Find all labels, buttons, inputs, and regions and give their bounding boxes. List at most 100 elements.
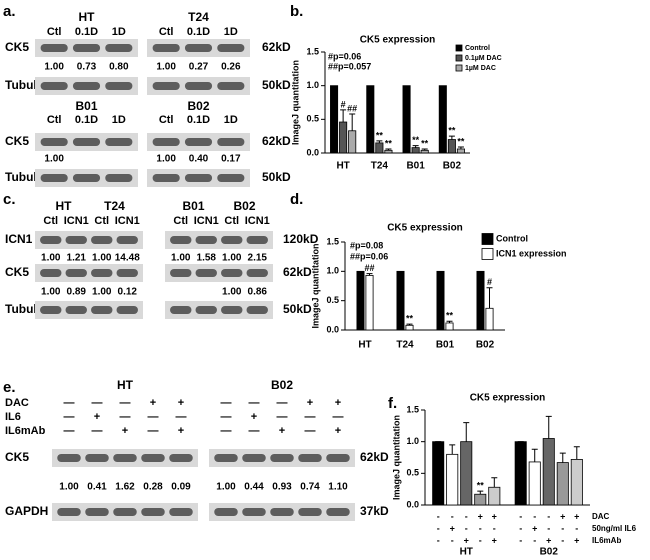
band <box>91 269 113 277</box>
quant-label: 1.10 <box>328 482 348 493</box>
treatment-sign: + <box>94 411 100 423</box>
treatment-sign: — <box>305 425 316 437</box>
lane-label: 0.1D <box>75 114 98 126</box>
bar <box>348 130 357 154</box>
band <box>246 306 268 314</box>
band <box>184 174 213 182</box>
significance: ## <box>347 103 357 113</box>
treatment-sign: — <box>148 411 159 423</box>
quant-label: 0.86 <box>248 287 268 298</box>
quant-label: 0.40 <box>189 154 209 165</box>
band <box>169 454 193 462</box>
band <box>72 82 101 90</box>
y-tick-label: 1.0 <box>406 436 419 446</box>
quant-label: 0.44 <box>244 482 264 493</box>
error-bar <box>349 113 356 131</box>
bar <box>542 438 555 506</box>
treatment-sign: — <box>120 411 131 423</box>
row-label: CK5 <box>5 450 29 464</box>
quant-label: 0.09 <box>171 482 191 493</box>
bar <box>456 148 465 154</box>
band <box>65 269 87 277</box>
lane-label: Ctl <box>94 215 109 227</box>
condition-sign: - <box>451 511 454 521</box>
size-label: 62kD <box>262 134 291 148</box>
blot-title: B02 <box>233 199 255 213</box>
bar <box>405 324 414 331</box>
condition-label: IL6mAb <box>592 536 621 545</box>
chart-title: CK5 expression <box>387 223 463 234</box>
panel-label: a. <box>3 3 16 20</box>
quant-label: 0.26 <box>221 62 241 73</box>
lane-label: 1D <box>112 26 126 38</box>
quant-label: 1.00 <box>156 62 176 73</box>
band <box>40 82 68 90</box>
lane-label: Ctl <box>47 26 62 38</box>
treatment-sign: — <box>221 425 232 437</box>
error-bar <box>477 490 484 495</box>
quant-label: 0.17 <box>221 154 241 165</box>
treatment-sign: + <box>251 411 257 423</box>
band <box>40 306 62 314</box>
condition-sign: - <box>519 535 522 545</box>
band <box>113 454 137 462</box>
lane-label: Ctl <box>159 26 174 38</box>
lane-label: ICN1 <box>115 215 140 227</box>
lane-label: 1D <box>112 114 126 126</box>
band <box>184 44 213 52</box>
lane-label: 0.1D <box>187 26 210 38</box>
significance: ** <box>477 480 485 490</box>
condition-sign: - <box>561 523 564 533</box>
treatment-label: DAC <box>5 397 29 409</box>
legend-label: Control <box>496 233 528 243</box>
bar <box>474 493 487 506</box>
condition-sign: - <box>519 523 522 533</box>
bar <box>365 275 374 331</box>
quant-label: 1.00 <box>44 154 64 165</box>
lane-label: Ctl <box>224 215 239 227</box>
band <box>57 454 81 462</box>
legend-label: 1µM DAC <box>465 65 496 72</box>
band <box>242 454 266 462</box>
condition-sign: - <box>561 535 564 545</box>
band <box>217 138 245 146</box>
error-bar <box>463 422 470 442</box>
row-label: CK5 <box>5 265 29 279</box>
bar <box>514 441 527 506</box>
lane-label: 0.1D <box>187 114 210 126</box>
significance: ** <box>406 314 414 324</box>
band <box>242 508 266 516</box>
annotation: ##p=0.057 <box>328 61 371 71</box>
band <box>40 138 68 146</box>
treatment-sign: — <box>120 397 131 409</box>
treatment-sign: + <box>150 397 156 409</box>
significance: ** <box>448 126 456 136</box>
error-bar <box>340 109 347 123</box>
band <box>217 82 245 90</box>
condition-sign: + <box>464 535 469 545</box>
y-tick-label: 0.0 <box>326 324 339 334</box>
lane-label: 1D <box>224 26 238 38</box>
size-label: 50kD <box>262 78 291 92</box>
band <box>85 454 109 462</box>
quant-label: 0.41 <box>87 482 107 493</box>
y-axis-label: ImageJ quantitation <box>290 60 300 145</box>
bar <box>384 149 393 154</box>
treatment-sign: — <box>221 411 232 423</box>
significance: # <box>341 99 346 109</box>
band <box>105 138 133 146</box>
treatment-sign: + <box>178 425 184 437</box>
treatment-sign: + <box>122 425 128 437</box>
quant-label: 1.21 <box>67 253 87 264</box>
lane-label: Ctl <box>159 114 174 126</box>
band <box>298 454 322 462</box>
bar <box>375 142 384 154</box>
blot-background <box>165 301 273 319</box>
legend-swatch <box>481 248 494 260</box>
quant-label: 1.00 <box>156 154 176 165</box>
quant-label: 0.93 <box>272 482 292 493</box>
error-bar <box>366 273 373 276</box>
lane-label: 1D <box>224 114 238 126</box>
quant-label: 1.00 <box>216 482 236 493</box>
